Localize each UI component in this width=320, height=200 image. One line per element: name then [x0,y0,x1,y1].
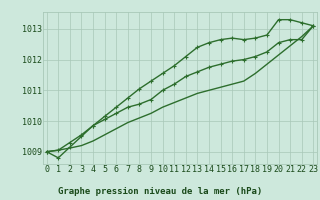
Text: Graphe pression niveau de la mer (hPa): Graphe pression niveau de la mer (hPa) [58,187,262,196]
